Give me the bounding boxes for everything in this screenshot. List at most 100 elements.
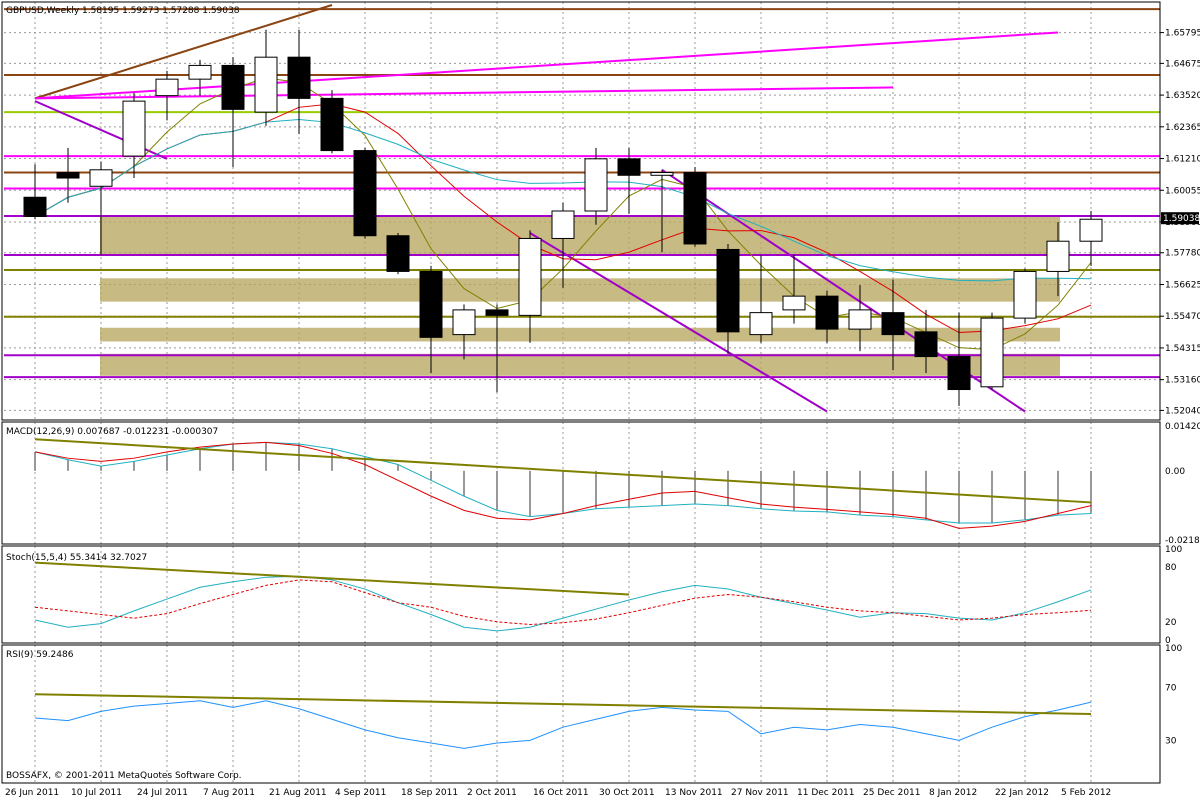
candle-bearish	[914, 331, 938, 358]
y-tick-label: 1.63520	[1165, 91, 1200, 101]
candle-bullish	[650, 172, 674, 176]
pane-frame-main	[1, 1, 1161, 421]
x-tick-label: 22 Jan 2012	[995, 788, 1049, 798]
candle-bearish	[485, 309, 509, 316]
last-price-label: 1.59038	[1163, 214, 1200, 224]
x-tick-label: 5 Feb 2012	[1061, 788, 1111, 798]
candles	[23, 29, 1103, 407]
price-zone	[100, 278, 1060, 302]
stoch-y-tick-label: 20	[1165, 618, 1177, 628]
candle-bearish	[881, 312, 905, 336]
indicators	[34, 438, 1092, 749]
y-tick-label: 1.60055	[1165, 186, 1200, 196]
pane-frame-rsi	[1, 644, 1161, 784]
candle-bullish	[452, 309, 476, 336]
candle-bullish	[980, 317, 1004, 388]
trend-line	[34, 31, 1059, 100]
x-tick-label: 25 Dec 2011	[863, 788, 921, 798]
x-tick-label: 7 Aug 2011	[203, 788, 255, 798]
candle-bullish	[584, 158, 608, 212]
candle-bearish	[221, 64, 245, 110]
rsi-pane-header: RSI(9) 59.2486	[6, 650, 74, 660]
macd-trend-line	[34, 438, 1092, 504]
macd-signal-line	[34, 441, 1092, 529]
candle-bearish	[23, 196, 47, 217]
x-tick-label: 24 Jul 2011	[137, 788, 188, 798]
x-tick-label: 21 Aug 2011	[269, 788, 327, 798]
stoch-pane-header: Stoch(15,5,4) 55.3414 32.7027	[6, 553, 147, 563]
y-tick-label: 1.56625	[1165, 280, 1200, 290]
moving-average-line	[34, 118, 1092, 282]
trend-line	[34, 4, 333, 100]
x-tick-label: 4 Sep 2011	[335, 788, 386, 798]
candle-bearish	[287, 56, 311, 99]
candle-bullish	[782, 295, 806, 311]
candle-bullish	[89, 169, 113, 187]
stoch-main-line	[34, 575, 1092, 632]
candle-bearish	[815, 295, 839, 330]
macd-pane-header: MACD(12,26,9) 0.007687 -0.012231 -0.0003…	[6, 427, 218, 437]
rsi-trend-line	[34, 693, 1092, 715]
stoch-y-tick-label: 0	[1165, 636, 1171, 646]
candle-bearish	[353, 150, 377, 237]
candle-bullish	[749, 312, 773, 336]
candle-bullish	[1013, 270, 1037, 319]
candle-bearish	[683, 172, 707, 245]
macd-y-tick-label: 0.00	[1165, 467, 1185, 477]
candle-bullish	[188, 64, 212, 80]
y-tick-label: 1.65795	[1165, 29, 1200, 39]
candle-bullish	[122, 100, 146, 157]
price-zone	[100, 353, 1060, 376]
trend-line	[34, 86, 894, 100]
y-tick-label: 1.53160	[1165, 376, 1200, 386]
candle-bearish	[617, 158, 641, 176]
candle-bullish	[1079, 218, 1103, 242]
pane-frame-macd	[1, 421, 1161, 545]
rsi-line	[34, 700, 1092, 749]
axes: 26 Jun 2011 10 Jul 2011 24 Jul 2011 7 Aug 2…	[5, 29, 1200, 798]
stoch-y-tick-label: 80	[1165, 563, 1177, 573]
macd-y-tick-label: 0.014205	[1165, 422, 1200, 432]
candle-bullish	[254, 56, 278, 113]
x-tick-label: 2 Oct 2011	[467, 788, 517, 798]
price-zone	[100, 327, 1060, 342]
candle-bearish	[716, 248, 740, 333]
main-pane-header: GBPUSD,Weekly 1.58195 1.59273 1.57288 1.…	[6, 6, 240, 16]
rsi-y-tick-label: 70	[1165, 684, 1177, 694]
y-tick-label: 1.54315	[1165, 344, 1200, 354]
horizontal-levels	[4, 8, 1160, 379]
x-tick-label: 13 Nov 2011	[665, 788, 723, 798]
candle-bullish	[1046, 240, 1070, 272]
rsi-y-tick-label: 30	[1165, 736, 1177, 746]
candle-bullish	[551, 210, 575, 239]
candle-bearish	[947, 356, 971, 391]
y-tick-label: 1.52040	[1165, 406, 1200, 416]
x-tick-label: 11 Dec 2011	[797, 788, 855, 798]
stoch-trend-line	[34, 561, 630, 596]
candle-bullish	[518, 237, 542, 316]
candle-bullish	[848, 309, 872, 330]
candle-bearish	[386, 235, 410, 272]
stoch-y-tick-label: 100	[1165, 545, 1182, 555]
x-tick-label: 10 Jul 2011	[71, 788, 122, 798]
y-tick-label: 1.62365	[1165, 123, 1200, 133]
y-tick-label: 1.55470	[1165, 312, 1200, 322]
pane-frames	[1, 1, 1161, 784]
candle-bearish	[56, 172, 80, 179]
x-tick-label: 8 Jan 2012	[929, 788, 977, 798]
x-tick-label: 16 Oct 2011	[533, 788, 589, 798]
trend-line	[529, 232, 828, 413]
candle-bearish	[419, 270, 443, 338]
rsi-y-tick-label: 100	[1165, 644, 1182, 654]
labels: GBPUSD,Weekly 1.58195 1.59273 1.57288 1.…	[6, 6, 242, 781]
pane-frame-stoch	[1, 545, 1161, 644]
support-resistance-zones	[100, 216, 1060, 376]
x-tick-label: 30 Oct 2011	[599, 788, 655, 798]
y-tick-label: 1.57780	[1165, 249, 1200, 259]
y-tick-label: 1.61210	[1165, 155, 1200, 165]
x-tick-label: 27 Nov 2011	[731, 788, 789, 798]
last-price-tag	[1161, 212, 1199, 225]
